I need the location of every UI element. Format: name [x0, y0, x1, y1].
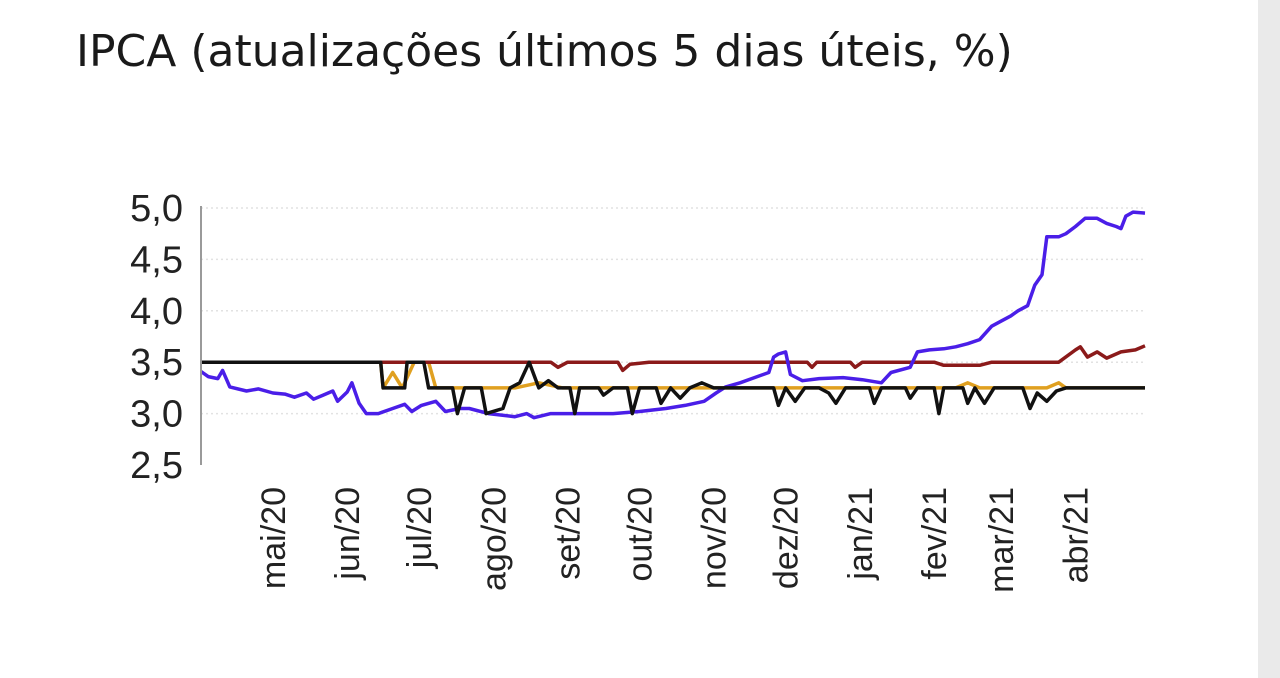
- series-line-3: [201, 360, 1145, 416]
- y-tick-label: 5,0: [130, 188, 183, 230]
- series-line-1: [201, 344, 1146, 373]
- x-tick-label: mai/20: [255, 487, 293, 589]
- y-tick-label: 2,5: [130, 445, 183, 487]
- x-tick-label: jan/21: [842, 487, 880, 581]
- chart-title: IPCA (atualizações últimos 5 dias úteis,…: [76, 26, 1013, 77]
- grid-lines: [201, 207, 1145, 415]
- series-lines: [199, 210, 1146, 420]
- x-tick-label: mar/21: [983, 487, 1021, 593]
- series-line-2: [199, 210, 1146, 420]
- y-tick-label: 4,5: [130, 239, 183, 281]
- x-tick-label: jun/20: [329, 487, 367, 581]
- y-tick-labels: 5,0 4,5 4,0 3,5 3,0 2,5: [130, 188, 183, 487]
- x-tick-label: fev/21: [916, 487, 954, 580]
- x-tick-labels: mai/20 jun/20 jul/20 ago/20 set/20 out/20 nov/…: [255, 487, 1096, 593]
- x-tick-label: jul/20: [401, 487, 439, 569]
- x-tick-label: abr/21: [1058, 487, 1096, 583]
- x-tick-label: out/20: [621, 487, 659, 582]
- x-tick-label: ago/20: [475, 487, 513, 591]
- x-tick-label: dez/20: [768, 487, 806, 589]
- y-tick-label: 3,0: [130, 394, 183, 436]
- right-edge-strip: [1258, 0, 1280, 678]
- y-tick-label: 4,0: [130, 291, 183, 333]
- y-tick-label: 3,5: [130, 342, 183, 384]
- x-tick-label: set/20: [550, 487, 588, 580]
- x-tick-label: nov/20: [696, 487, 734, 589]
- series-line-0: [201, 360, 1145, 390]
